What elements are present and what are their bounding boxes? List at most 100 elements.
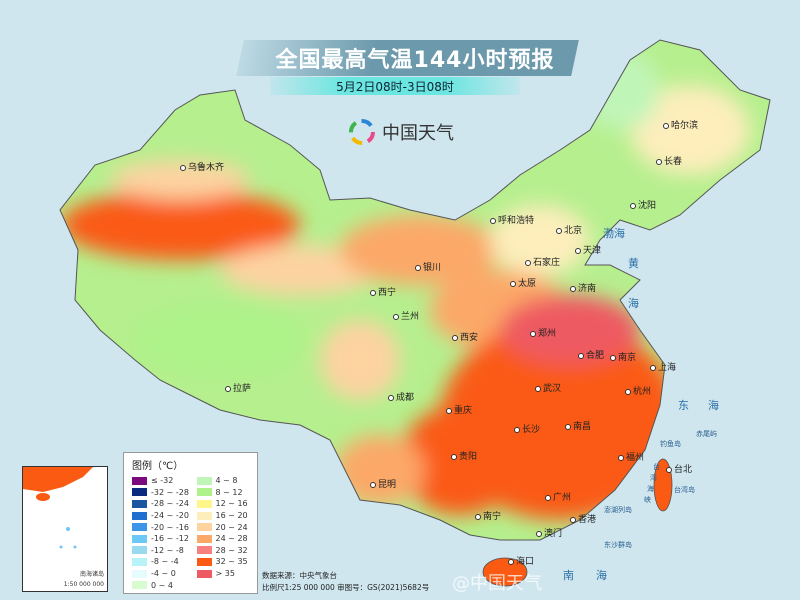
- legend-item: -28 ~ -24: [132, 498, 193, 510]
- strait-char-2: 湾: [650, 474, 657, 482]
- legend-label: 8 ~ 12: [215, 487, 243, 497]
- legend-item: -8 ~ -4: [132, 556, 193, 568]
- legend-label: -16 ~ -12: [151, 534, 189, 544]
- legend-item: 20 ~ 24: [196, 521, 258, 533]
- legend-item: -16 ~ -12: [132, 533, 193, 545]
- legend-swatch: [196, 511, 212, 520]
- island-dongsha: 东沙群岛: [604, 541, 632, 549]
- legend-swatch: [196, 557, 212, 566]
- legend-label: 32 ~ 35: [215, 557, 248, 567]
- city-label: 拉萨: [225, 384, 251, 394]
- sea-label-dong: 东: [678, 399, 689, 412]
- legend: 图例（℃） ≤ -32 -32 ~ -28 -28 ~ -24 -24 ~ -20 -2…: [123, 452, 258, 594]
- inset-map: [23, 467, 93, 549]
- legend-label: 20 ~ 24: [215, 522, 248, 532]
- city-label: 太原: [510, 279, 536, 289]
- inset-scale: 1:50 000 000: [63, 581, 104, 588]
- inset-label: 南海诸岛: [79, 571, 104, 578]
- city-label: 武汉: [535, 384, 561, 394]
- legend-label: -4 ~ 0: [151, 569, 176, 579]
- city-label: 昆明: [370, 480, 396, 490]
- city-label: 广州: [545, 493, 571, 503]
- legend-swatch: [132, 476, 147, 485]
- legend-swatch: [132, 581, 147, 590]
- city-label: 海口: [508, 557, 534, 567]
- legend-label: ≤ -32: [151, 476, 174, 486]
- legend-item: 24 ~ 28: [196, 533, 258, 545]
- legend-item: -20 ~ -16: [132, 521, 193, 533]
- city-label: 银川: [415, 263, 441, 273]
- legend-item: -24 ~ -20: [132, 510, 193, 522]
- city-label: 成都: [388, 393, 414, 403]
- watermark: @中国天气: [452, 573, 542, 594]
- city-label: 台北: [666, 465, 692, 475]
- pinwheel-logo-icon: [349, 119, 375, 145]
- legend-swatch: [196, 534, 212, 543]
- legend-swatch: [196, 488, 212, 497]
- legend-item: 28 ~ 32: [196, 545, 258, 557]
- city-label: 乌鲁木齐: [180, 163, 224, 173]
- legend-label: -32 ~ -28: [151, 487, 189, 497]
- legend-swatch: [132, 534, 147, 543]
- city-label: 澳门: [536, 529, 562, 539]
- legend-item: -4 ~ 0: [132, 568, 193, 580]
- city-label: 福州: [618, 453, 644, 463]
- sea-label-huang: 黄: [628, 257, 639, 270]
- city-label: 南昌: [565, 422, 591, 432]
- legend-swatch: [196, 523, 212, 532]
- strait-char-4: 峡: [644, 496, 651, 504]
- legend-item: 4 ~ 8: [196, 475, 258, 487]
- forecast-period: 5月2日08时-3日08时: [336, 80, 454, 94]
- logo-text: 中国天气: [382, 123, 454, 144]
- legend-label: -24 ~ -20: [151, 511, 189, 521]
- city-label: 北京: [556, 226, 582, 236]
- legend-label: 28 ~ 32: [215, 545, 248, 555]
- south-china-sea-inset: 南海诸岛 1:50 000 000: [22, 466, 108, 592]
- legend-label: -12 ~ -8: [151, 545, 184, 555]
- city-label: 杭州: [625, 387, 651, 397]
- legend-item: 0 ~ 4: [132, 579, 193, 591]
- legend-item: ≤ -32: [132, 475, 193, 487]
- legend-swatch: [196, 569, 212, 578]
- city-label: 长沙: [514, 425, 540, 435]
- legend-swatch: [132, 546, 147, 555]
- legend-title: 图例（℃）: [132, 461, 184, 472]
- city-label: 上海: [650, 363, 676, 373]
- legend-swatch: [196, 499, 212, 508]
- map-scale: 比例尺1:25 000 000 审图号：GS(2021)5682号: [262, 583, 430, 592]
- strait-char-1: 台: [653, 463, 660, 471]
- legend-swatch: [132, 569, 147, 578]
- legend-label: 4 ~ 8: [215, 476, 238, 486]
- island-chiwei: 赤尾屿: [696, 430, 717, 438]
- legend-item: -12 ~ -8: [132, 545, 193, 557]
- city-label: 南京: [610, 353, 636, 363]
- legend-swatch: [196, 476, 212, 485]
- legend-item: > 35: [196, 568, 258, 580]
- city-label: 兰州: [393, 312, 419, 322]
- city-label: 贵阳: [451, 452, 477, 462]
- sea-label-bohai: 渤海: [603, 227, 625, 240]
- subtitle-banner: [270, 77, 520, 95]
- legend-item: 8 ~ 12: [196, 487, 258, 499]
- city-label: 香港: [570, 515, 596, 525]
- legend-label: -20 ~ -16: [151, 522, 189, 532]
- data-source: 数据来源：中央气象台: [262, 571, 337, 580]
- sea-label-dong-hai: 海: [708, 399, 719, 412]
- footer: 数据来源：中央气象台 比例尺1:25 000 000 审图号：GS(2021)5…: [262, 570, 429, 594]
- legend-swatch: [196, 546, 212, 555]
- legend-label: 24 ~ 28: [215, 534, 248, 544]
- island-taiwan: 台湾岛: [674, 486, 695, 494]
- city-label: 长春: [656, 157, 682, 167]
- legend-label: 12 ~ 16: [215, 499, 248, 509]
- city-label: 合肥: [578, 351, 604, 361]
- brand-logo: 中国天气: [348, 118, 454, 146]
- legend-label: 0 ~ 4: [151, 580, 173, 590]
- city-label: 石家庄: [525, 258, 560, 268]
- city-label: 天津: [575, 246, 601, 256]
- legend-label: -8 ~ -4: [151, 557, 179, 567]
- sea-label-huang-hai: 海: [628, 297, 639, 310]
- city-label: 哈尔滨: [663, 121, 698, 131]
- city-label: 西宁: [370, 288, 396, 298]
- city-label: 郑州: [530, 329, 556, 339]
